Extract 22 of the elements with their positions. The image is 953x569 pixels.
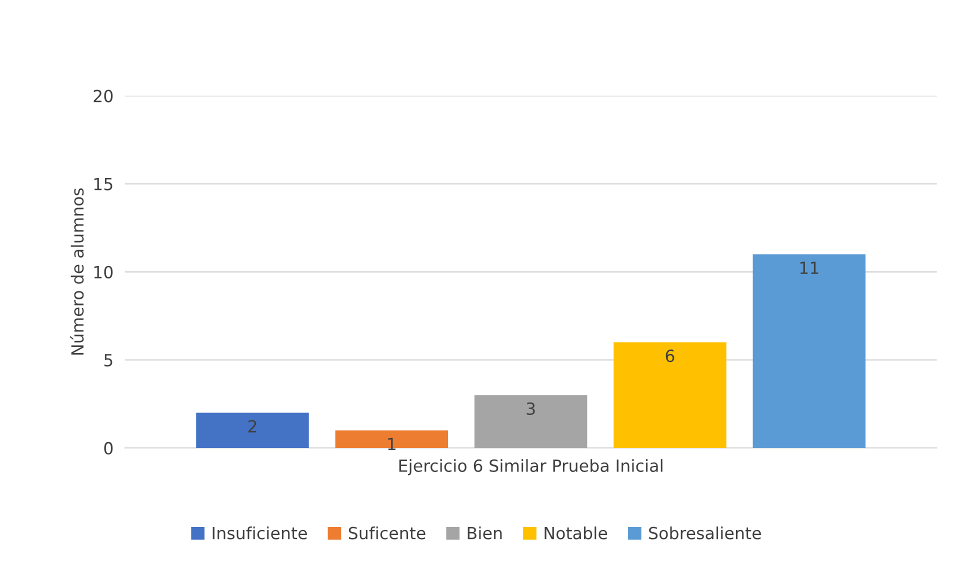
x-tick-label: Ejercicio 6 Similar Prueba Inicial [399, 459, 662, 476]
bar [614, 342, 726, 448]
data-label: 3 [526, 402, 535, 415]
bar [474, 395, 588, 448]
data-label: 2 [248, 420, 256, 432]
y-tick-label: 5 [104, 354, 112, 366]
data-label: 6 [666, 350, 674, 362]
legend-label: Sobresaliente [649, 526, 761, 540]
y-tick-label: 20 [94, 90, 113, 102]
y-tick-label: 0 [104, 442, 113, 455]
data-label: 1 [388, 438, 396, 450]
legend-label: Bien [468, 526, 502, 540]
legend-label: Suficente [348, 526, 426, 540]
y-tick-label: 10 [94, 266, 113, 278]
legend-label: Insuficiente [212, 526, 307, 540]
bar [196, 412, 309, 448]
legend-label: Notable [544, 526, 608, 540]
y-tick-label: 15 [94, 178, 112, 190]
y-axis-title: Número de alumnos [70, 188, 84, 355]
bar [335, 430, 448, 448]
bar [752, 254, 866, 448]
data-label: 11 [800, 262, 818, 274]
